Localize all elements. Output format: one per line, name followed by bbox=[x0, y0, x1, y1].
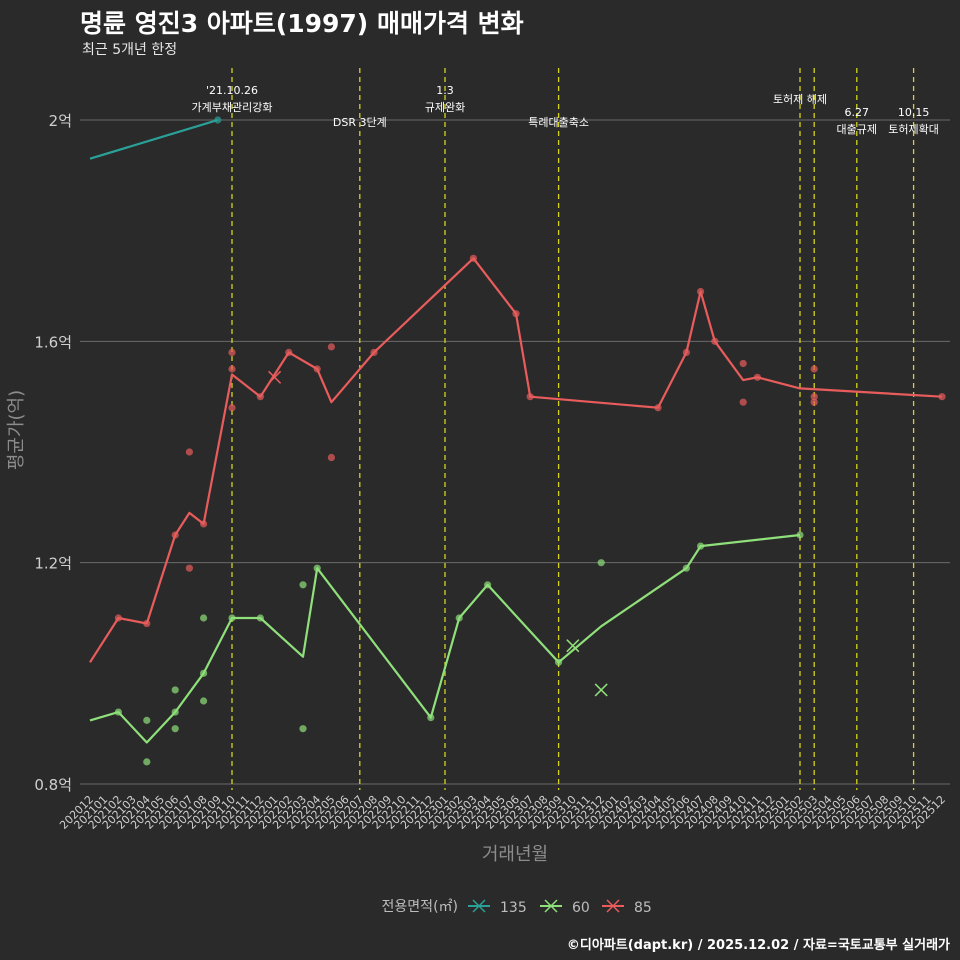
data-point-85 bbox=[370, 348, 378, 356]
annotation-label: '21.10.26 bbox=[206, 84, 258, 97]
data-point-85 bbox=[114, 614, 122, 622]
data-point-85 bbox=[938, 393, 946, 401]
data-point-60 bbox=[171, 725, 179, 733]
cross-marker-60 bbox=[594, 683, 608, 697]
data-point-60 bbox=[171, 686, 179, 694]
data-point-60 bbox=[143, 716, 151, 724]
data-point-60 bbox=[697, 542, 705, 550]
data-point-85 bbox=[327, 453, 335, 462]
data-point-85 bbox=[228, 348, 236, 356]
data-point-85 bbox=[512, 310, 520, 318]
data-point-85 bbox=[810, 398, 818, 406]
data-point-60 bbox=[143, 758, 151, 766]
data-point-85 bbox=[171, 531, 179, 539]
data-point-85 bbox=[682, 348, 691, 356]
y-axis-title: 평균가(억) bbox=[6, 390, 27, 470]
data-point-85 bbox=[753, 373, 762, 381]
data-point-85 bbox=[711, 337, 719, 345]
cross-stroke bbox=[566, 639, 580, 653]
legend-item-135: 135 bbox=[468, 899, 527, 916]
data-point-85 bbox=[697, 287, 705, 296]
y-tick-label: 2억 bbox=[49, 112, 72, 130]
data-point-60 bbox=[597, 559, 605, 567]
data-point-85 bbox=[143, 619, 151, 628]
annotation-label: 규제완화 bbox=[425, 101, 465, 114]
chart-subtitle: 최근 5개년 한정 bbox=[82, 42, 178, 58]
data-point-60 bbox=[484, 581, 492, 589]
annotation-label: 가계부채관리강화 bbox=[192, 101, 273, 114]
legend-label: 135 bbox=[500, 900, 527, 916]
y-tick-label: 0.8억 bbox=[34, 776, 72, 794]
data-point-85 bbox=[228, 404, 236, 412]
data-point-60 bbox=[313, 564, 321, 572]
data-point-85 bbox=[654, 404, 662, 412]
data-point-85 bbox=[526, 393, 534, 401]
annotation-label: DSR 3단계 bbox=[333, 116, 387, 129]
legend-item-60: 60 bbox=[540, 899, 590, 916]
data-point-60 bbox=[114, 708, 122, 716]
data-point-60 bbox=[427, 714, 435, 722]
data-point-85 bbox=[285, 348, 293, 356]
legend-item-85: 85 bbox=[602, 899, 652, 916]
data-point-85 bbox=[256, 393, 264, 401]
series-line-135 bbox=[89, 118, 219, 160]
cross-marker-60 bbox=[566, 639, 580, 653]
data-point-60 bbox=[555, 658, 563, 666]
data-point-60 bbox=[299, 725, 307, 733]
data-point-135 bbox=[214, 116, 222, 124]
data-point-85 bbox=[739, 359, 747, 368]
data-point-85 bbox=[810, 365, 818, 373]
data-point-60 bbox=[455, 614, 463, 622]
y-tick-label: 1.2억 bbox=[34, 555, 72, 573]
data-point-60 bbox=[171, 708, 179, 716]
y-tick-label: 1.6억 bbox=[34, 333, 72, 351]
data-point-60 bbox=[299, 581, 307, 589]
data-point-85 bbox=[313, 365, 321, 373]
annotation-label: 토허제 해제 bbox=[773, 92, 827, 106]
legend-key-cross bbox=[606, 899, 620, 913]
source-caption: ©디아파트(dapt.kr) / 2025.12.02 / 자료=국토교통부 실… bbox=[566, 938, 950, 953]
x-axis-title: 거래년월 bbox=[482, 844, 548, 865]
data-point-60 bbox=[228, 614, 236, 622]
data-point-85 bbox=[200, 520, 208, 528]
annotation-label: 토허제확대 bbox=[888, 123, 939, 136]
cross-stroke bbox=[268, 370, 282, 384]
data-point-60 bbox=[682, 564, 691, 572]
annotation-label: 10.15 bbox=[898, 106, 930, 119]
annotation-label: 6.27 bbox=[845, 106, 870, 119]
data-point-60 bbox=[200, 697, 208, 705]
legend-key-cross bbox=[472, 899, 486, 913]
legend-label: 85 bbox=[634, 900, 652, 916]
data-point-85 bbox=[469, 254, 477, 262]
data-point-85 bbox=[327, 343, 335, 351]
annotation-label: 대출규제 bbox=[837, 123, 877, 136]
data-point-60 bbox=[796, 531, 804, 539]
chart-title: 명륜 영진3 아파트(1997) 매매가격 변화 bbox=[80, 9, 524, 38]
data-point-85 bbox=[185, 564, 193, 572]
legend-label: 60 bbox=[572, 900, 590, 916]
data-point-60 bbox=[200, 669, 208, 677]
data-point-85 bbox=[810, 393, 818, 401]
legend-title: 전용면적(㎡) bbox=[382, 899, 458, 915]
data-point-60 bbox=[256, 614, 264, 622]
annotation-label: 1.3 bbox=[436, 84, 454, 97]
data-point-85 bbox=[739, 398, 747, 406]
data-point-85 bbox=[185, 448, 193, 456]
cross-stroke bbox=[594, 683, 608, 697]
data-point-60 bbox=[200, 614, 208, 622]
cross-marker-85 bbox=[268, 370, 282, 384]
legend-key-cross bbox=[544, 899, 558, 913]
data-point-85 bbox=[228, 365, 236, 373]
annotation-label: 특례대출축소 bbox=[528, 116, 589, 129]
